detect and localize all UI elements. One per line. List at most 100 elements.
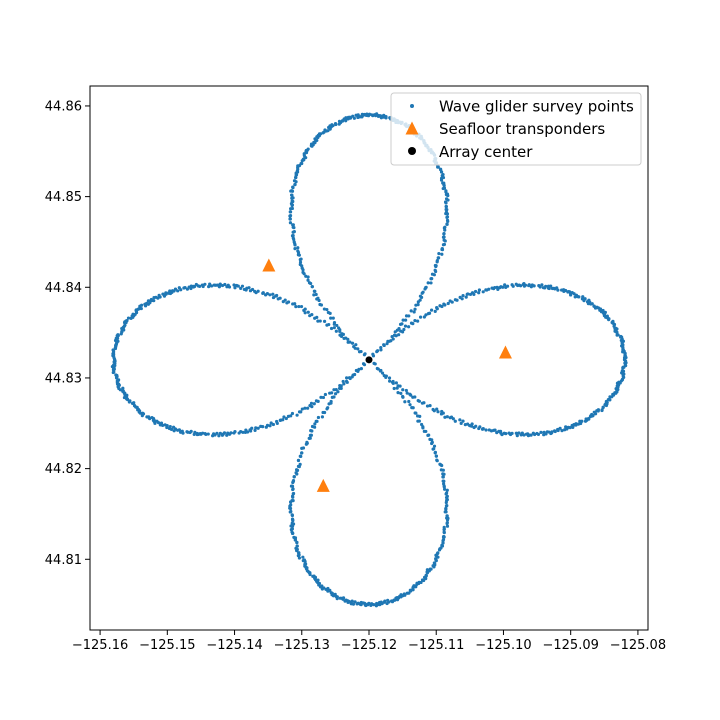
survey-point: [217, 434, 221, 438]
survey-point: [288, 506, 293, 511]
survey-point: [318, 319, 322, 323]
survey-point: [291, 196, 295, 200]
survey-point: [608, 398, 612, 402]
survey-point: [521, 282, 525, 287]
survey-point: [391, 337, 395, 341]
survey-point: [571, 425, 575, 429]
survey-point: [383, 599, 387, 603]
survey-point: [414, 585, 418, 589]
survey-point: [331, 316, 335, 320]
survey-point: [322, 319, 327, 323]
survey-point: [445, 494, 449, 498]
survey-point: [416, 419, 420, 423]
transponder-marker: [262, 258, 276, 272]
survey-point: [354, 113, 358, 117]
survey-point: [342, 336, 346, 340]
survey-point: [424, 285, 428, 289]
survey-point: [306, 275, 310, 279]
survey-point: [312, 402, 316, 406]
legend-transponder-marker: [405, 121, 419, 135]
survey-point: [306, 406, 310, 410]
survey-point: [337, 122, 341, 126]
survey-point: [409, 589, 413, 593]
survey-point: [309, 281, 313, 286]
survey-point: [444, 204, 448, 209]
survey-point: [382, 343, 386, 348]
survey-point: [271, 292, 275, 296]
survey-point: [468, 292, 473, 296]
survey-point: [527, 283, 531, 288]
survey-point: [446, 198, 450, 202]
survey-point: [204, 432, 208, 436]
survey-point: [289, 207, 293, 211]
survey-point: [271, 422, 275, 427]
survey-point: [438, 304, 442, 308]
survey-point: [295, 413, 299, 417]
survey-point: [477, 288, 482, 292]
survey-point: [503, 283, 507, 287]
survey-point: [168, 424, 172, 429]
survey-point: [394, 381, 398, 385]
survey-point: [310, 405, 314, 409]
survey-point: [438, 167, 443, 172]
survey-point: [477, 291, 481, 295]
survey-point: [182, 286, 186, 290]
survey-point: [442, 235, 446, 239]
survey-point: [420, 422, 424, 427]
survey-point: [445, 415, 449, 419]
survey-point: [602, 314, 606, 318]
legend-center-marker: [408, 147, 416, 155]
survey-point: [556, 428, 560, 433]
survey-point: [391, 379, 395, 384]
survey-point: [412, 310, 416, 314]
survey-point: [250, 426, 254, 430]
survey-point: [407, 399, 411, 404]
survey-point: [320, 415, 324, 419]
survey-point: [437, 256, 441, 260]
survey-point: [403, 324, 408, 328]
x-axis: −125.16 −125.15 −125.14 −125.13 −125.12 −125.…: [72, 630, 666, 653]
survey-point: [120, 329, 124, 333]
survey-point: [289, 524, 293, 528]
survey-point: [167, 291, 171, 295]
survey-point: [290, 203, 294, 208]
survey-point: [445, 215, 449, 220]
survey-point: [442, 184, 446, 188]
legend: Wave glider survey points Seafloor trans…: [390, 92, 642, 166]
array-center-marker: [365, 356, 373, 364]
survey-point: [268, 424, 272, 428]
survey-point: [126, 316, 131, 320]
survey-point: [442, 534, 446, 539]
survey-point: [446, 219, 450, 223]
survey-point: [225, 285, 229, 289]
survey-point: [284, 416, 288, 421]
survey-point: [546, 286, 551, 290]
survey-point: [446, 301, 450, 306]
survey-point: [356, 347, 360, 351]
survey-point: [276, 297, 280, 301]
survey-point: [392, 386, 396, 391]
survey-point: [292, 179, 297, 183]
survey-point: [416, 303, 420, 307]
survey-point: [362, 353, 367, 357]
survey-point: [321, 131, 325, 135]
y-axis: 44.81 44.82 44.83 44.84 44.85 44.86: [45, 99, 90, 568]
survey-point: [419, 580, 423, 585]
survey-point: [203, 282, 207, 286]
survey-point: [233, 286, 237, 290]
survey-point: [439, 468, 443, 472]
survey-point: [321, 395, 326, 400]
survey-point: [309, 401, 314, 405]
survey-point: [435, 458, 439, 462]
survey-point: [444, 189, 448, 193]
survey-point: [442, 479, 446, 483]
survey-point: [288, 500, 293, 504]
survey-point: [291, 185, 295, 189]
survey-point: [308, 314, 312, 318]
survey-point: [354, 343, 358, 347]
survey-point: [596, 408, 601, 412]
survey-point: [316, 415, 321, 420]
survey-point: [426, 433, 430, 437]
survey-point: [351, 602, 356, 606]
survey-point: [313, 289, 317, 293]
